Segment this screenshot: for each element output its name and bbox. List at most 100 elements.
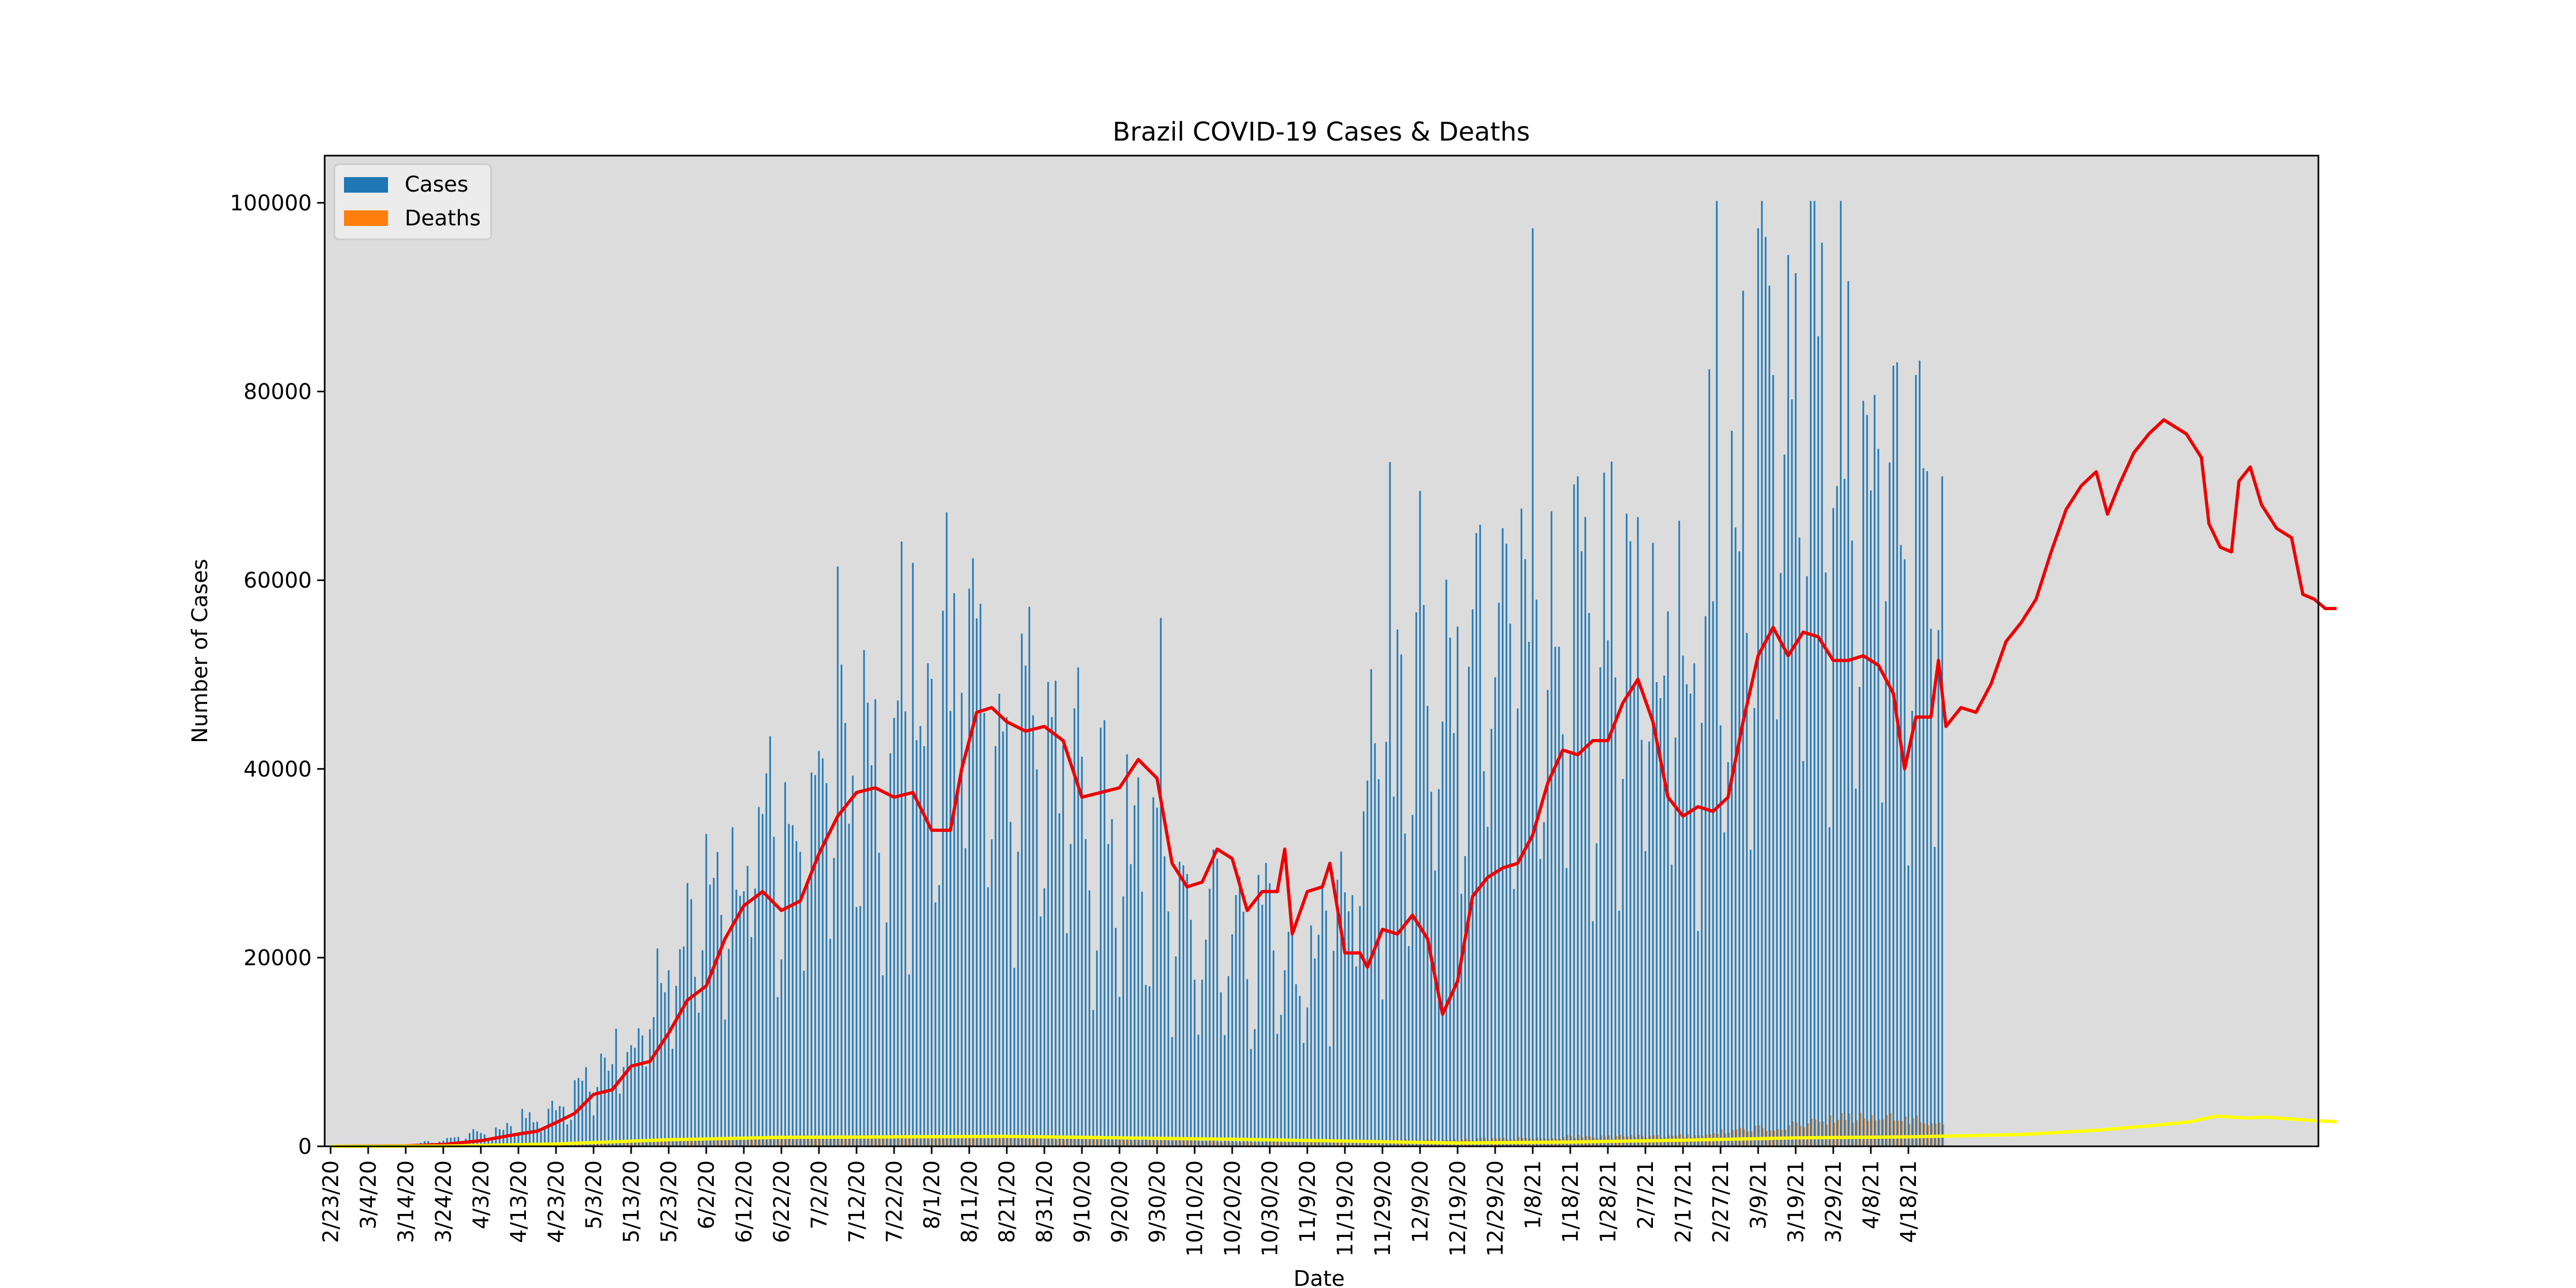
deaths-bar [868,1135,870,1146]
deaths-bar [763,1138,765,1146]
cases-bar [1092,1009,1094,1146]
deaths-bar [1349,1140,1351,1146]
deaths-bar [936,1138,938,1146]
cases-bar [1543,822,1545,1146]
x-tick-label: 4/23/20 [544,1160,569,1243]
cases-bar [664,992,666,1146]
cases-bar [1329,1046,1331,1146]
cases-bar [1494,677,1496,1146]
deaths-bar [1116,1137,1118,1146]
deaths-bar [1338,1142,1340,1146]
cases-bar [1659,698,1662,1146]
deaths-bar [617,1142,618,1146]
deaths-bar [1755,1125,1757,1146]
cases-bar [630,1045,632,1146]
cases-bar [1160,618,1162,1146]
cases-bar [1314,958,1316,1146]
cases-bar [517,1133,519,1146]
cases-bar [521,1109,523,1146]
deaths-bar [741,1139,742,1146]
deaths-bar [932,1135,934,1146]
deaths-bar [1274,1140,1276,1146]
deaths-bar [1034,1138,1035,1146]
cases-bar [743,891,745,1146]
deaths-bar [1394,1141,1396,1146]
x-tick-label: 8/31/20 [1033,1160,1057,1243]
cases-bar [1239,876,1241,1146]
cases-bar [901,541,903,1146]
deaths-bar [782,1137,784,1146]
cases-bar [961,692,963,1146]
cases-bar [825,783,828,1146]
deaths-bar [835,1137,836,1146]
cases-bar [487,1139,489,1146]
deaths-bar [823,1138,825,1146]
deaths-bar [1026,1138,1028,1146]
deaths-bar [1278,1140,1279,1146]
cases-bar [668,970,670,1146]
deaths-bar [842,1138,844,1146]
cases-bar [885,922,888,1146]
deaths-bar [1890,1113,1892,1146]
cases-bar [814,775,816,1146]
cases-bar [1877,449,1879,1147]
deaths-bar [1131,1140,1133,1146]
cases-bar [1712,601,1714,1146]
deaths-bar [748,1136,750,1146]
cases-bar [1723,832,1725,1146]
cases-bar [1254,1029,1256,1146]
deaths-bar [1000,1138,1001,1146]
cases-bar [1024,665,1027,1146]
deaths-bar [1259,1142,1261,1146]
cases-bar [1603,472,1605,1146]
deaths-bar [1128,1138,1129,1146]
cases-bar [1550,511,1553,1146]
cases-bar [1911,711,1913,1146]
deaths-bar [797,1138,799,1146]
deaths-bar [632,1140,633,1146]
cases-bar [1040,916,1042,1146]
deaths-bar [579,1144,581,1146]
cases-bar [1141,891,1143,1146]
x-tick-label: 12/19/20 [1446,1160,1470,1257]
deaths-bar [1312,1141,1313,1146]
cases-bar [581,1080,583,1146]
cases-bar [1047,682,1049,1146]
cases-bar [1738,551,1740,1146]
cases-bar [1381,999,1384,1146]
cases-bar [544,1126,546,1146]
cases-bar [1885,601,1887,1146]
cases-bar [1088,890,1091,1146]
deaths-bar [1845,1119,1847,1146]
deaths-bar [718,1139,720,1146]
deaths-bar [1165,1139,1167,1146]
cases-bar [1765,237,1767,1147]
deaths-bar [684,1137,686,1146]
deaths-bar [1252,1142,1253,1146]
cases-bar [1449,638,1451,1146]
cases-bar [731,827,734,1146]
x-tick-label: 8/1/20 [920,1160,945,1230]
cases-bar [1066,933,1068,1146]
deaths-bar [1819,1122,1820,1146]
deaths-bar [1255,1142,1257,1146]
deaths-bar [771,1138,772,1146]
cases-bar [1487,826,1489,1146]
cases-bar [724,1019,726,1146]
cases-bar [840,664,843,1146]
deaths-bar [703,1139,705,1146]
cases-bar [1584,517,1586,1146]
deaths-bar [1853,1122,1854,1146]
cases-bar [1622,779,1624,1146]
cases-bar [923,746,925,1146]
cases-bar [1344,892,1346,1146]
deaths-bar [1019,1137,1020,1146]
cases-bar [1348,911,1350,1146]
cases-bar [1058,813,1060,1146]
cases-bar [611,1064,613,1146]
deaths-bar [1176,1139,1178,1146]
cases-bar [559,1106,561,1146]
cases-bar [1002,731,1004,1146]
cases-bar [972,558,974,1146]
